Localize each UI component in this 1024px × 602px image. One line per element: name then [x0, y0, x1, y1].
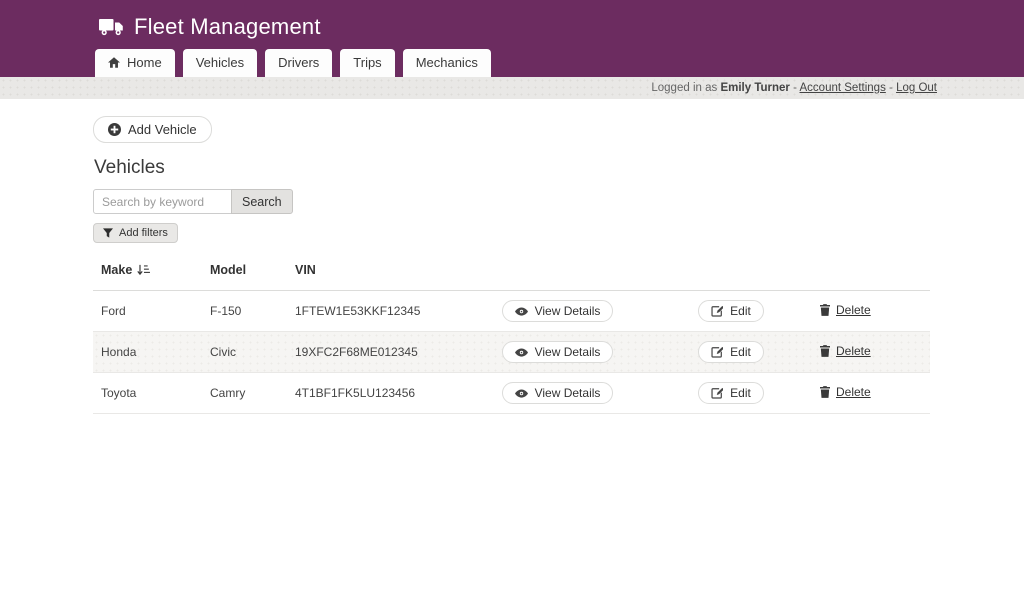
sort-make-control[interactable]: Make	[101, 263, 151, 277]
tab-label: Home	[127, 55, 162, 70]
trash-icon	[820, 345, 830, 357]
table-row: Toyota Camry 4T1BF1FK5LU123456 View Deta…	[93, 372, 930, 414]
trash-icon	[820, 304, 830, 316]
column-header-actions	[812, 257, 930, 291]
view-details-button[interactable]: View Details	[501, 382, 614, 404]
delete-label: Delete	[836, 385, 871, 399]
tab-mechanics[interactable]: Mechanics	[402, 49, 491, 77]
account-settings-link[interactable]: Account Settings	[799, 82, 886, 94]
user-name: Emily Turner	[720, 82, 790, 94]
tab-label: Vehicles	[195, 55, 245, 70]
add-vehicle-button[interactable]: Add Vehicle	[93, 116, 212, 143]
search-row: Search	[93, 189, 930, 214]
app-header: Fleet Management Home Vehicles Drivers T…	[0, 0, 1024, 77]
delete-link[interactable]: Delete	[820, 385, 871, 399]
column-header-make: Make	[93, 257, 202, 291]
plus-circle-icon	[108, 123, 121, 136]
view-details-label: View Details	[534, 304, 601, 318]
brand: Fleet Management	[0, 0, 1024, 40]
delete-link[interactable]: Delete	[820, 303, 871, 317]
edit-button[interactable]: Edit	[698, 341, 764, 363]
search-button[interactable]: Search	[231, 189, 293, 214]
truck-icon	[99, 18, 125, 37]
view-details-label: View Details	[534, 386, 601, 400]
user-bar: Logged in as Emily Turner - Account Sett…	[0, 77, 1024, 99]
eye-icon	[514, 306, 528, 316]
column-header-model: Model	[202, 257, 287, 291]
table-row: Honda Civic 19XFC2F68ME012345 View Detai…	[93, 331, 930, 373]
delete-link[interactable]: Delete	[820, 344, 871, 358]
delete-label: Delete	[836, 303, 871, 317]
vehicles-table: Make Model VIN	[93, 257, 930, 414]
home-icon	[108, 57, 120, 68]
trash-icon	[820, 386, 830, 398]
edit-button[interactable]: Edit	[698, 300, 764, 322]
cell-model: Civic	[202, 331, 287, 373]
table-row: Ford F-150 1FTEW1E53KKF12345 View Detail…	[93, 290, 930, 332]
page-title: Vehicles	[94, 157, 165, 178]
edit-icon	[711, 387, 724, 399]
edit-label: Edit	[730, 345, 751, 359]
app-title: Fleet Management	[134, 14, 321, 39]
filter-icon	[103, 228, 113, 238]
logged-in-text: Logged in as	[651, 82, 718, 94]
separator: -	[889, 82, 893, 94]
edit-icon	[711, 305, 724, 317]
cell-model: F-150	[202, 290, 287, 332]
column-header-actions	[650, 257, 812, 291]
edit-button[interactable]: Edit	[698, 382, 764, 404]
tab-label: Mechanics	[415, 55, 478, 70]
view-details-label: View Details	[534, 345, 601, 359]
column-label: Make	[101, 263, 133, 277]
tab-home[interactable]: Home	[95, 49, 175, 77]
cell-make: Ford	[93, 290, 202, 332]
main-nav: Home Vehicles Drivers Trips Mechanics	[95, 49, 491, 77]
add-filters-label: Add filters	[119, 227, 168, 239]
edit-icon	[711, 346, 724, 358]
tab-vehicles[interactable]: Vehicles	[182, 49, 258, 77]
tab-drivers[interactable]: Drivers	[265, 49, 333, 77]
sort-ascending-icon	[137, 264, 151, 276]
eye-icon	[514, 388, 528, 398]
cell-vin: 1FTEW1E53KKF12345	[287, 290, 465, 332]
tab-trips[interactable]: Trips	[340, 49, 395, 77]
content: Add Vehicle Vehicles Search Add filters …	[0, 99, 1024, 414]
cell-make: Honda	[93, 331, 202, 373]
tab-label: Drivers	[278, 55, 320, 70]
separator: -	[793, 82, 797, 94]
search-input[interactable]	[93, 189, 232, 214]
column-header-vin: VIN	[287, 257, 465, 291]
delete-label: Delete	[836, 344, 871, 358]
add-vehicle-label: Add Vehicle	[128, 122, 197, 137]
log-out-link[interactable]: Log Out	[896, 82, 937, 94]
cell-make: Toyota	[93, 372, 202, 414]
eye-icon	[514, 347, 528, 357]
cell-model: Camry	[202, 372, 287, 414]
cell-vin: 19XFC2F68ME012345	[287, 331, 465, 373]
view-details-button[interactable]: View Details	[501, 341, 614, 363]
edit-label: Edit	[730, 386, 751, 400]
cell-vin: 4T1BF1FK5LU123456	[287, 372, 465, 414]
column-header-actions	[465, 257, 650, 291]
view-details-button[interactable]: View Details	[501, 300, 614, 322]
tab-label: Trips	[353, 55, 382, 70]
edit-label: Edit	[730, 304, 751, 318]
table-header-row: Make Model VIN	[93, 257, 930, 291]
add-filters-button[interactable]: Add filters	[93, 223, 178, 243]
